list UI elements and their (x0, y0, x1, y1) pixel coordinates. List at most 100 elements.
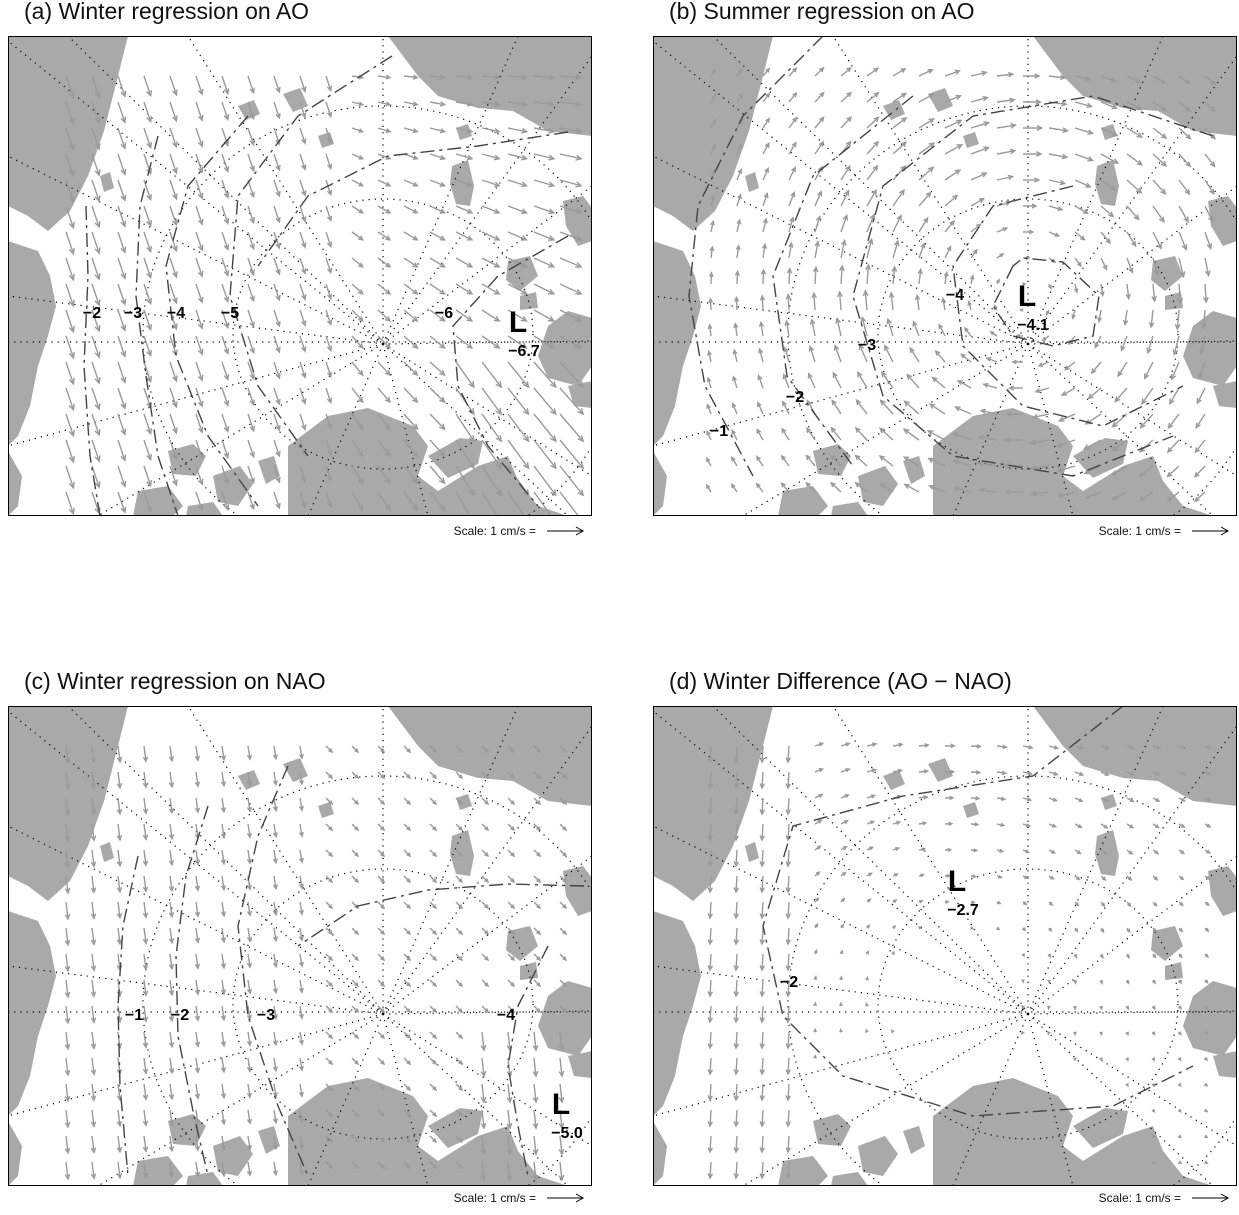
vector-arrow (143, 205, 153, 228)
vector-arrow (813, 975, 818, 981)
vector-arrow (481, 465, 503, 497)
contour-label: −6 (435, 305, 453, 322)
vector-arrow (533, 465, 557, 497)
vector-arrow (918, 899, 924, 904)
vector-arrow (813, 1027, 817, 1033)
land-shape (8, 1121, 22, 1186)
vector-arrow (532, 1057, 539, 1078)
vector-arrow (481, 127, 501, 134)
vector-arrow (759, 901, 766, 920)
vector-arrow (325, 257, 333, 275)
vector-arrow (733, 1031, 740, 1050)
vector-arrow (840, 845, 848, 851)
vector-arrow (65, 335, 75, 360)
vector-arrow (403, 797, 412, 806)
vector-arrow (116, 1083, 123, 1102)
vector-arrow (892, 742, 904, 748)
vector-arrow (1004, 489, 1023, 495)
vector-arrow (1125, 283, 1131, 301)
vector-arrow (985, 357, 998, 363)
vector-arrow (710, 68, 717, 77)
vector-arrow (1023, 73, 1041, 79)
vector-arrow (814, 819, 823, 825)
vector-arrow (840, 116, 852, 129)
vector-arrow (951, 432, 972, 441)
velocity-vectors (65, 74, 585, 516)
vector-arrow (116, 1135, 123, 1154)
vector-arrow (707, 323, 713, 337)
scale-arrow-icon (547, 526, 585, 536)
vector-arrow (143, 257, 153, 280)
land-shape (1208, 866, 1237, 916)
vector-arrow (1152, 153, 1168, 167)
vector-arrow (298, 771, 304, 786)
contour-lines (762, 706, 1194, 1117)
vector-arrow (195, 335, 204, 356)
vector-arrow (559, 849, 568, 858)
vector-arrow (1021, 1005, 1025, 1010)
vector-arrow (762, 67, 771, 77)
vector-arrow (64, 1109, 71, 1129)
vector-arrow (1099, 283, 1105, 298)
vector-arrow (272, 1161, 278, 1177)
vector-arrow (506, 1135, 513, 1156)
vector-arrow (533, 745, 542, 754)
vector-arrow (1204, 127, 1216, 140)
vector-arrow (1087, 387, 1102, 400)
vector-arrow (143, 231, 153, 254)
vector-arrow (90, 771, 97, 790)
vector-arrow (377, 361, 392, 377)
vector-arrow (1167, 413, 1180, 430)
vector-arrow (730, 483, 738, 493)
vector-arrow (708, 297, 714, 311)
vector-arrow (866, 91, 880, 103)
vector-arrow (142, 875, 149, 893)
vector-arrow (967, 300, 972, 311)
low-label: L (509, 306, 527, 339)
vector-arrow (272, 1005, 278, 1021)
vector-arrow (194, 1083, 201, 1100)
vector-arrow (813, 1001, 817, 1007)
vector-arrow (970, 172, 988, 181)
land-shape (1183, 981, 1237, 1056)
vector-arrow (325, 127, 333, 145)
vector-arrow (760, 268, 767, 285)
vector-arrow (1178, 953, 1183, 959)
vector-arrow (246, 979, 252, 995)
vector-arrow (1100, 823, 1109, 829)
vector-arrow (64, 979, 71, 999)
vector-arrow (903, 456, 920, 467)
vector-arrow (429, 465, 446, 485)
vector-arrow (1030, 490, 1050, 497)
meridian-line (382, 1010, 592, 1015)
vector-arrow (757, 401, 764, 415)
vector-arrow (1152, 75, 1167, 85)
land-shape (1095, 830, 1119, 876)
vector-arrow (1178, 179, 1191, 196)
vector-arrow (116, 927, 123, 946)
vector-arrow (1178, 75, 1192, 85)
vector-arrow (814, 922, 819, 929)
vector-arrow (143, 439, 153, 462)
vector-arrow (732, 375, 738, 389)
vector-arrow (168, 1005, 175, 1023)
vector-arrow (169, 257, 178, 279)
land-shape (653, 451, 667, 516)
vector-arrow (886, 317, 894, 337)
vector-arrow (1020, 1030, 1025, 1036)
contour-label: −4 (497, 1007, 515, 1024)
vector-arrow (455, 101, 474, 107)
vector-arrow (220, 1161, 227, 1178)
vector-arrow (785, 293, 792, 311)
vector-arrow (507, 179, 529, 188)
contour-line (772, 95, 914, 467)
vector-arrow (1177, 1082, 1182, 1088)
vector-arrow (970, 197, 985, 207)
vector-arrow (1045, 309, 1050, 316)
vector-arrow (481, 257, 501, 268)
vector-arrow (429, 771, 438, 780)
vector-arrow (979, 408, 998, 415)
vector-arrow (169, 153, 178, 175)
vector-arrow (1011, 359, 1023, 365)
vector-arrow (168, 1057, 175, 1075)
